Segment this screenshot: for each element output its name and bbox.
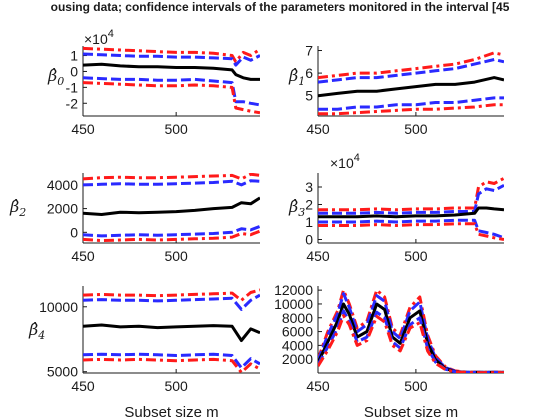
- series-group: [318, 51, 504, 116]
- series-line-outer-lower: [318, 314, 504, 373]
- x-tick-label: 500: [164, 248, 188, 264]
- y-tick-label: 1: [70, 48, 78, 64]
- x-tick-label: 450: [306, 121, 330, 137]
- y-axis-label: β̂0: [47, 66, 64, 88]
- series-line-outer-upper: [83, 46, 260, 64]
- series-line-inner-upper: [318, 183, 504, 215]
- series-line-outer-lower: [83, 81, 260, 115]
- x-tick-label: 500: [404, 121, 428, 137]
- y-tick-label: 0: [70, 224, 78, 240]
- subplot-2: 450 500 4000 2000 0 β̂2: [9, 173, 260, 264]
- x-tick-label: 500: [164, 378, 188, 394]
- y-tick-label: 4000: [47, 177, 78, 193]
- y-axis-label: β̂2: [9, 197, 26, 219]
- series-line-inner-upper: [83, 293, 260, 311]
- series-line-outer-upper: [83, 173, 260, 181]
- series-group: [83, 173, 260, 243]
- y-tick-label: 2: [305, 197, 313, 213]
- series-line-outer-upper: [83, 288, 260, 302]
- axis-multiplier: ×104: [84, 28, 114, 47]
- series-line-inner-upper: [83, 179, 260, 187]
- y-tick-label: 10000: [39, 299, 78, 315]
- y-tick-label: 4000: [282, 337, 313, 353]
- x-axis-label: Subset size m: [124, 404, 218, 420]
- y-axis-label: β̂1: [288, 66, 305, 88]
- y-tick-label: 2000: [282, 351, 313, 367]
- series-line-estimate: [83, 323, 260, 342]
- series-line-inner-lower: [318, 218, 504, 240]
- subplot-1: 450 500 7 6 5β̂1: [288, 43, 504, 137]
- x-axis-label: Subset size m: [364, 404, 458, 420]
- x-tick-label: 500: [404, 248, 428, 264]
- y-tick-label: 8000: [282, 310, 313, 326]
- series-line-inner-lower: [83, 76, 260, 107]
- x-tick-label: 450: [71, 121, 95, 137]
- series-line-estimate: [318, 76, 504, 98]
- series-line-inner-lower: [318, 96, 504, 111]
- series-line-outer-lower: [83, 357, 260, 373]
- x-tick-label: 450: [306, 248, 330, 264]
- y-tick-label: 1: [305, 214, 313, 230]
- series-line-estimate: [83, 196, 260, 216]
- series-group: [83, 288, 260, 373]
- y-tick-label: 2000: [47, 201, 78, 217]
- series-line-inner-lower: [318, 309, 504, 373]
- series-group: [83, 46, 260, 115]
- series-group: [318, 176, 504, 241]
- y-tick-label: 5000: [47, 364, 78, 380]
- series-group: [318, 288, 504, 373]
- x-tick-label: 450: [71, 378, 95, 394]
- series-line-outer-upper: [318, 51, 504, 80]
- y-tick-label: -1: [66, 79, 79, 95]
- subplot-3: 450 500 3 21 0β̂3 ×104: [288, 152, 504, 264]
- y-axis-label: β̂4: [28, 320, 45, 342]
- x-tick-label: 500: [404, 378, 428, 394]
- y-axis-label: β̂3: [288, 197, 305, 219]
- series-line-outer-lower: [318, 103, 504, 116]
- y-tick-label: -2: [66, 95, 79, 111]
- y-tick-label: 6: [305, 65, 313, 81]
- x-tick-label: 450: [71, 248, 95, 264]
- y-tick-label: 12000: [274, 282, 313, 298]
- y-tick-label: 5: [305, 88, 313, 104]
- series-line-inner-lower: [83, 352, 260, 370]
- series-line-inner-lower: [83, 224, 260, 238]
- axis-multiplier: ×104: [330, 152, 360, 171]
- x-tick-label: 500: [164, 121, 188, 137]
- subplot-0: 450 500 10-1-2β̂0 ×104: [47, 28, 260, 137]
- y-tick-label: 6000: [282, 324, 313, 340]
- series-line-outer-lower: [318, 222, 504, 241]
- y-tick-label: 3: [305, 179, 313, 195]
- y-tick-label: 0: [305, 232, 313, 248]
- series-line-inner-upper: [83, 52, 260, 67]
- series-line-outer-upper: [318, 288, 504, 373]
- y-tick-label: 7: [305, 43, 313, 59]
- y-tick-label: 0: [70, 63, 78, 79]
- y-tick-label: 10000: [274, 296, 313, 312]
- x-tick-label: 450: [306, 378, 330, 394]
- series-line-inner-upper: [318, 58, 504, 84]
- series-line-estimate: [318, 206, 504, 219]
- series-line-estimate: [83, 62, 260, 81]
- subplot-4: 450 500 10000 5000 β̂4 Subset size m: [28, 286, 260, 420]
- figure-title: ousing data; confidence intervals of the…: [51, 0, 510, 14]
